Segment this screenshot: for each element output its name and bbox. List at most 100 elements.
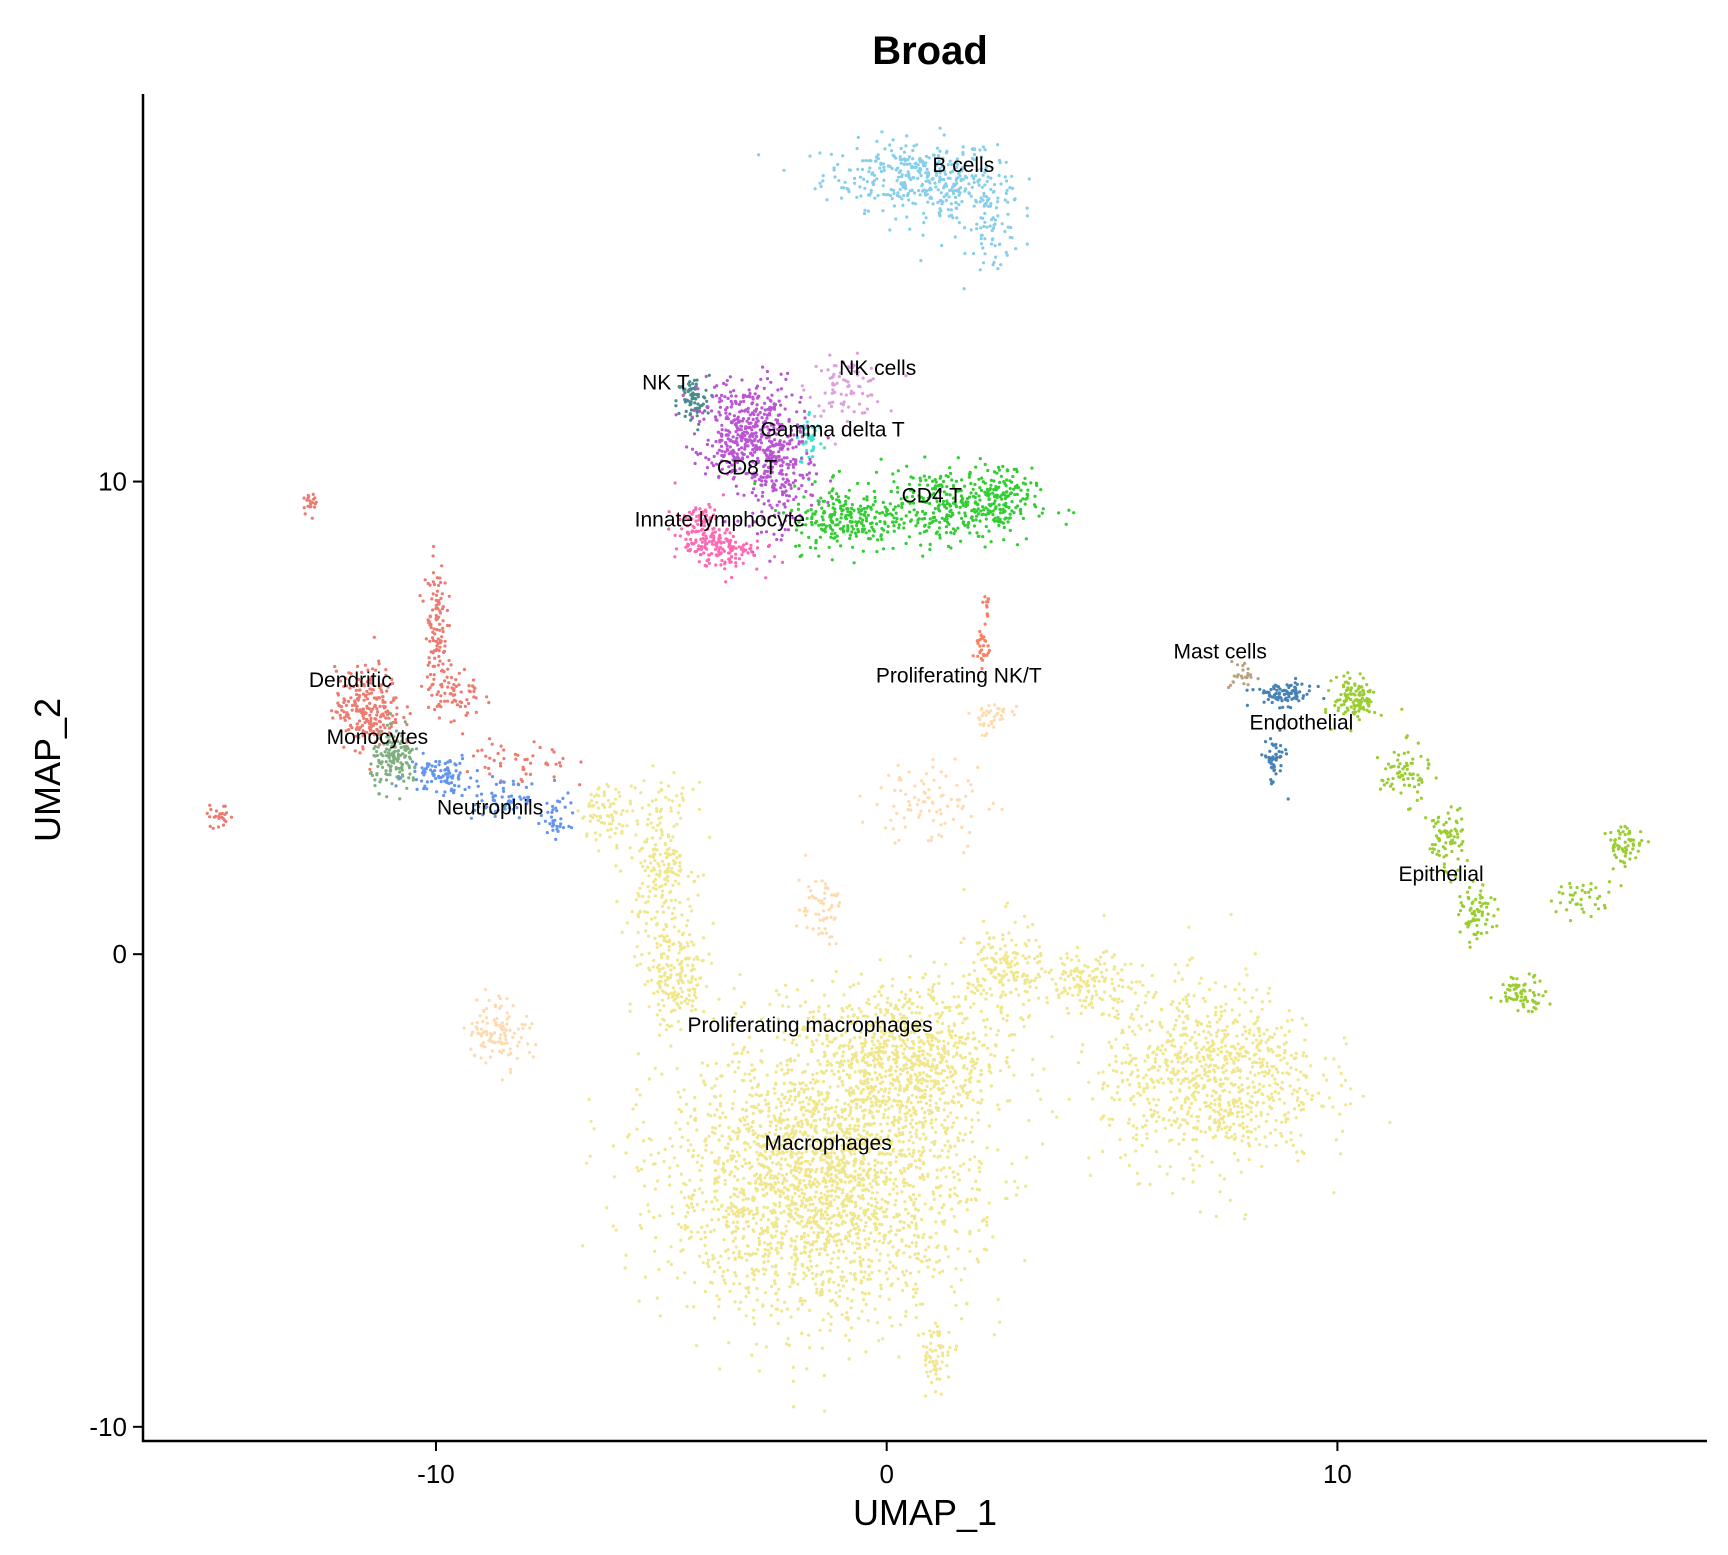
point (788, 511, 793, 515)
point (398, 741, 402, 746)
point (388, 765, 392, 769)
point (767, 543, 772, 547)
point (765, 416, 769, 420)
point (917, 189, 921, 193)
point (985, 179, 989, 183)
point (667, 510, 671, 514)
point (1408, 807, 1412, 811)
point (963, 226, 967, 230)
point (1472, 917, 1476, 921)
point (389, 768, 393, 772)
point (1531, 975, 1536, 979)
point (438, 645, 442, 649)
point (996, 196, 1000, 200)
point (759, 530, 764, 534)
point (828, 353, 832, 357)
point (1011, 186, 1015, 190)
point (1530, 1010, 1534, 1014)
point (989, 242, 994, 246)
series-b-cells (757, 126, 1031, 291)
point (944, 531, 949, 535)
point (774, 1128, 778, 1132)
point (1514, 997, 1519, 1002)
point (863, 208, 867, 212)
point (743, 1140, 747, 1144)
point (468, 690, 472, 694)
point (743, 442, 747, 446)
point (428, 672, 433, 677)
point (979, 634, 983, 638)
point (438, 628, 442, 632)
point (1279, 764, 1283, 768)
point (991, 491, 995, 495)
point (807, 535, 811, 540)
point (430, 779, 434, 784)
point (809, 507, 813, 512)
series-innate-lymphocyte (667, 481, 785, 584)
point (1003, 175, 1007, 179)
point (356, 684, 360, 688)
point (772, 402, 776, 406)
point (740, 439, 744, 443)
point (737, 545, 741, 549)
point (895, 179, 899, 183)
point (981, 723, 986, 727)
point (710, 461, 714, 465)
point (907, 770, 911, 774)
point (713, 1126, 718, 1130)
point (892, 204, 897, 208)
point (1623, 854, 1627, 858)
point (442, 649, 447, 653)
point (344, 703, 348, 708)
point (978, 519, 982, 523)
point (923, 512, 927, 516)
point (983, 183, 987, 187)
point (342, 716, 346, 720)
point (755, 403, 759, 407)
point (1308, 684, 1312, 688)
point (947, 522, 951, 526)
point (434, 613, 438, 618)
point (1544, 990, 1548, 994)
point (1589, 914, 1593, 919)
point (787, 1271, 791, 1275)
point (754, 1221, 759, 1225)
point (1272, 768, 1277, 772)
point (493, 810, 497, 814)
point (998, 507, 1002, 511)
point (842, 360, 846, 365)
point (821, 499, 825, 503)
series-monocytes (369, 712, 419, 801)
point (1005, 468, 1010, 472)
point (1001, 464, 1005, 468)
point (863, 186, 867, 190)
point (440, 607, 445, 611)
point (928, 501, 932, 506)
point (720, 428, 724, 432)
point (453, 783, 457, 788)
point (949, 797, 953, 802)
point (1559, 885, 1563, 889)
point (1617, 836, 1621, 840)
point (1401, 777, 1405, 782)
point (833, 175, 837, 179)
point (429, 625, 433, 630)
point (995, 495, 999, 500)
point (489, 810, 493, 814)
point (976, 503, 980, 507)
point (748, 413, 753, 417)
point (757, 1239, 762, 1243)
point (474, 710, 478, 715)
point (1359, 685, 1363, 689)
point (872, 173, 877, 177)
point (459, 690, 463, 694)
point (904, 792, 908, 796)
point (1460, 848, 1464, 853)
point (439, 639, 443, 643)
point (861, 376, 865, 380)
point (998, 511, 1003, 515)
point (410, 760, 415, 764)
point (379, 752, 383, 756)
point (786, 466, 790, 470)
point (987, 807, 991, 811)
